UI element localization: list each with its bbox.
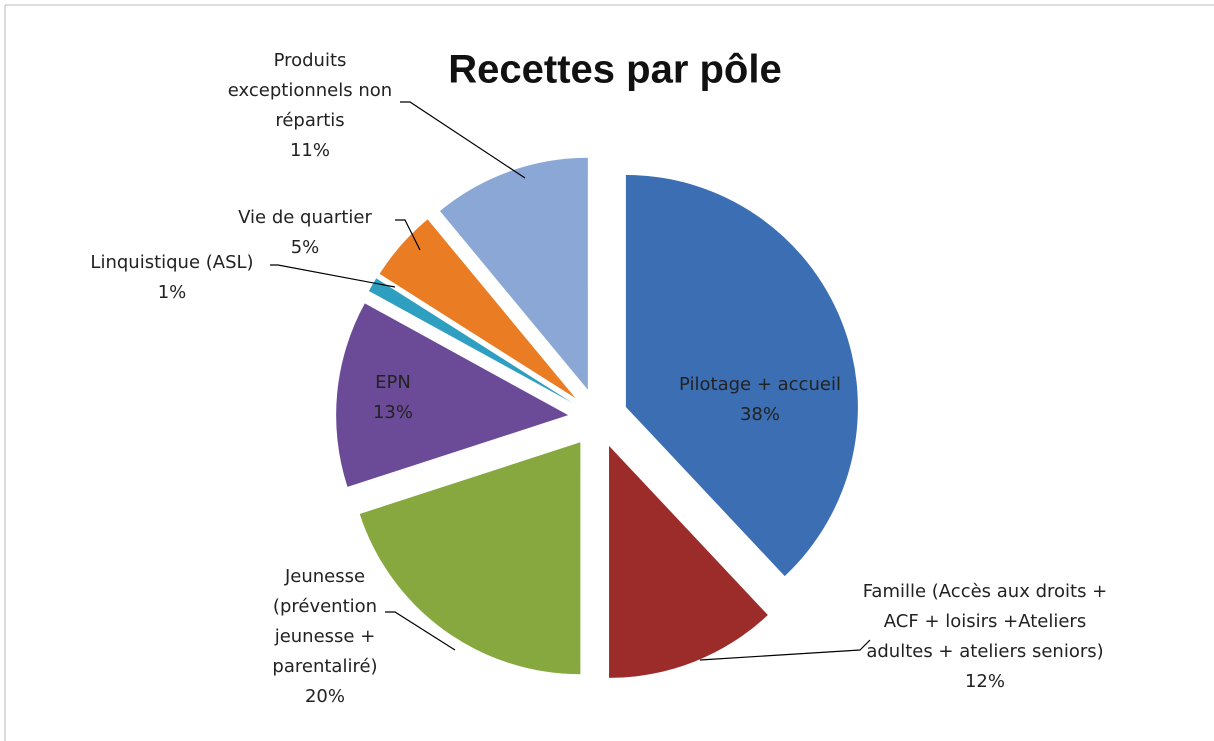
slice-name: Famille (Accès aux droits + ACF + loisir… xyxy=(862,581,1108,662)
pie-slice xyxy=(609,445,768,678)
slice-label: EPN 13% xyxy=(333,368,453,428)
slice-value: 12% xyxy=(964,671,1005,692)
pie-slice xyxy=(359,442,581,675)
slice-label: Pilotage + accueil 38% xyxy=(650,370,870,430)
slice-name: Produits exceptionnels non répartis xyxy=(227,50,393,131)
slice-value: 11% xyxy=(289,140,330,161)
slice-name: Jeunesse (prévention jeunesse + parental… xyxy=(272,566,378,677)
pie-slice xyxy=(336,303,569,487)
slice-label: Vie de quartier 5% xyxy=(205,203,405,263)
leader-line xyxy=(270,264,396,288)
slice-value: 1% xyxy=(157,282,187,303)
slice-value: 13% xyxy=(372,402,413,423)
pie-slice xyxy=(625,174,858,577)
pie-slice xyxy=(439,157,588,390)
leader-line xyxy=(400,101,526,179)
slice-label: Jeunesse (prévention jeunesse + parental… xyxy=(250,562,400,712)
leader-line xyxy=(385,611,456,651)
slice-value: 5% xyxy=(290,237,320,258)
slice-label: Famille (Accès aux droits + ACF + loisir… xyxy=(860,577,1110,697)
leader-line xyxy=(699,639,871,661)
slice-name: Pilotage + accueil xyxy=(679,374,841,395)
leader-line xyxy=(395,219,421,251)
pie-slice xyxy=(379,219,576,399)
chart-title: Recettes par pôle xyxy=(448,48,781,92)
slice-value: 38% xyxy=(739,404,780,425)
slice-name: Linquistique (ASL) xyxy=(90,252,254,273)
slice-label: Produits exceptionnels non répartis 11% xyxy=(210,46,410,166)
slice-name: EPN xyxy=(375,372,411,393)
pie-slice xyxy=(368,278,573,403)
slice-label: Linquistique (ASL) 1% xyxy=(32,248,312,308)
slice-name: Vie de quartier xyxy=(238,207,372,228)
slice-value: 20% xyxy=(304,686,345,707)
